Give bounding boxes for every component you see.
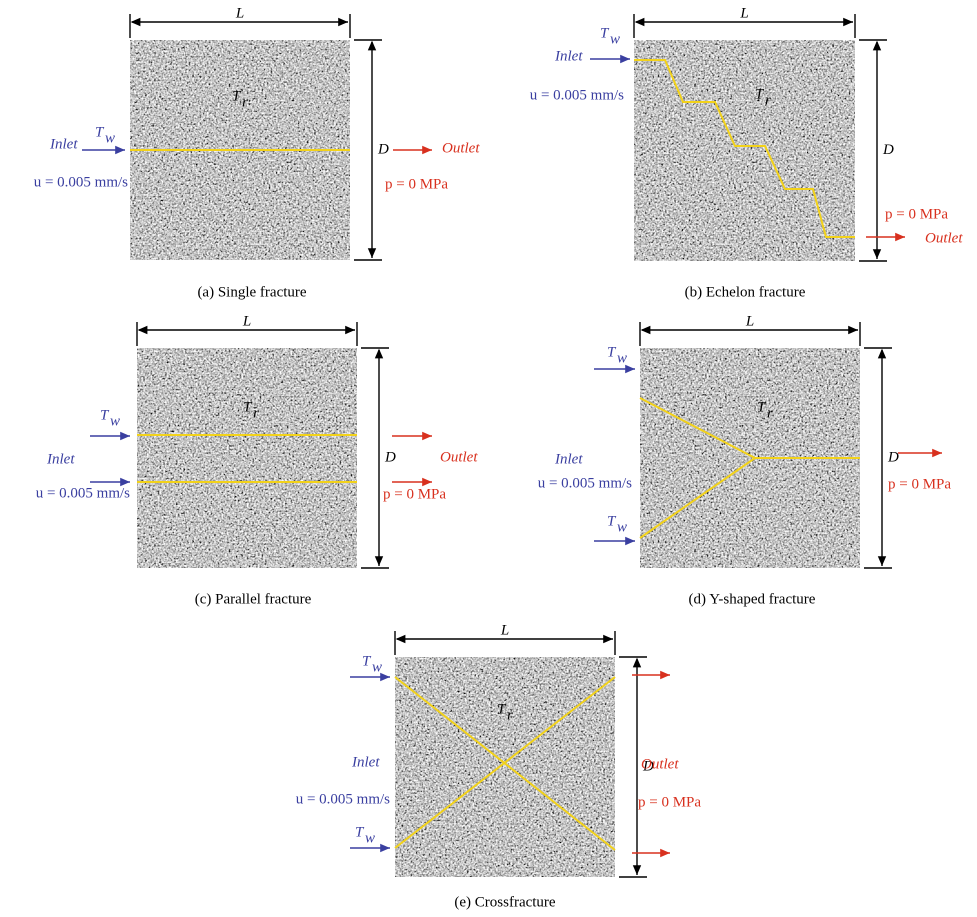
velocity-label: u = 0.005 mm/s bbox=[538, 475, 632, 491]
velocity-label: u = 0.005 mm/s bbox=[36, 485, 130, 501]
length-label: L bbox=[235, 5, 244, 21]
length-label: L bbox=[500, 622, 509, 638]
panel-caption: (e) Crossfracture bbox=[454, 894, 556, 910]
length-label: L bbox=[745, 313, 754, 329]
water-temperature-base: T bbox=[607, 513, 617, 529]
water-temperature-base: T bbox=[362, 653, 372, 669]
rock-temperature-sub: r bbox=[253, 405, 259, 421]
panel-caption: (d) Y-shaped fracture bbox=[689, 591, 816, 607]
outlet-label: Outlet bbox=[641, 756, 679, 772]
outlet-label: Outlet bbox=[925, 230, 963, 246]
depth-label: D bbox=[882, 142, 894, 158]
velocity-label: u = 0.005 mm/s bbox=[296, 791, 390, 807]
water-temperature-sub: w bbox=[372, 659, 382, 675]
rock-temperature-sub: r bbox=[507, 707, 513, 723]
rock-temperature-sub: r bbox=[767, 405, 773, 421]
inlet-label: Inlet bbox=[554, 451, 583, 467]
rock-temperature-sub: r bbox=[765, 92, 771, 108]
velocity-label: u = 0.005 mm/s bbox=[530, 87, 624, 103]
water-temperature-sub: w bbox=[617, 350, 627, 366]
rock-matrix bbox=[137, 348, 357, 568]
inlet-label: Inlet bbox=[554, 48, 583, 64]
pressure-label: p = 0 MPa bbox=[638, 794, 701, 810]
water-temperature-sub: w bbox=[365, 830, 375, 846]
water-temperature-base: T bbox=[95, 124, 105, 140]
figure: L D Tr Inlet Tw u = 0.005 mm/s Outlet p = 0 MPa… bbox=[0, 0, 977, 917]
rock-matrix bbox=[634, 40, 855, 261]
water-temperature-base: T bbox=[607, 344, 617, 360]
water-temperature-sub: w bbox=[105, 130, 115, 146]
outlet-label: Outlet bbox=[442, 140, 480, 156]
length-label: L bbox=[739, 5, 748, 21]
water-temperature-base: T bbox=[355, 824, 365, 840]
rock-matrix bbox=[395, 657, 615, 877]
water-temperature-sub: w bbox=[617, 519, 627, 535]
panel-caption: (b) Echelon fracture bbox=[685, 284, 806, 300]
pressure-label: p = 0 MPa bbox=[385, 176, 448, 192]
pressure-label: p = 0 MPa bbox=[888, 476, 951, 492]
inlet-label: Inlet bbox=[351, 754, 380, 770]
water-temperature-base: T bbox=[100, 407, 110, 423]
water-temperature-sub: w bbox=[110, 413, 120, 429]
panel-caption: (a) Single fracture bbox=[197, 284, 306, 300]
water-temperature-base: T bbox=[600, 25, 610, 41]
water-temperature-sub: w bbox=[610, 31, 620, 47]
depth-label: D bbox=[887, 449, 899, 465]
pressure-label: p = 0 MPa bbox=[885, 206, 948, 222]
velocity-label: u = 0.005 mm/s bbox=[34, 174, 128, 190]
outlet-label: Outlet bbox=[440, 449, 478, 465]
depth-label: D bbox=[377, 141, 389, 157]
pressure-label: p = 0 MPa bbox=[383, 486, 446, 502]
length-label: L bbox=[242, 313, 251, 329]
inlet-label: Inlet bbox=[49, 136, 78, 152]
panel-caption: (c) Parallel fracture bbox=[195, 591, 312, 607]
inlet-label: Inlet bbox=[46, 451, 75, 467]
rock-temperature-sub: r bbox=[242, 94, 248, 110]
depth-label: D bbox=[384, 449, 396, 465]
